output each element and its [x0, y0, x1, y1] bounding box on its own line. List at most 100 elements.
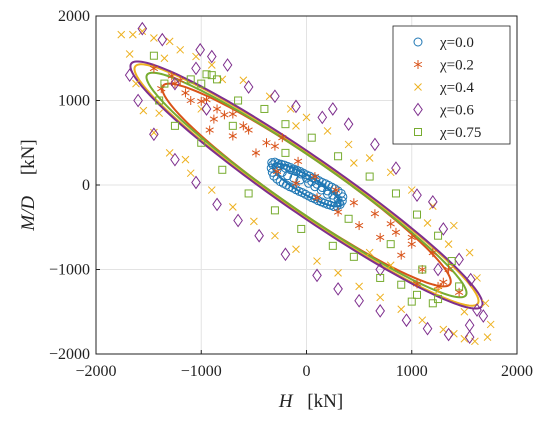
data-point [233, 213, 243, 228]
data-point [464, 330, 475, 344]
data-point [270, 89, 280, 104]
data-point [283, 171, 293, 181]
data-point [401, 313, 412, 328]
data-point [454, 287, 464, 297]
data-point [407, 186, 416, 194]
series-chi-0.0 [266, 157, 348, 212]
data-point [375, 304, 385, 318]
data-point [323, 127, 332, 135]
data-point [155, 109, 164, 118]
data-point [201, 102, 212, 116]
data-point [222, 58, 233, 72]
data-point [291, 178, 301, 188]
data-point [349, 252, 358, 261]
data-point [302, 113, 311, 122]
data-point [350, 159, 358, 167]
legend-marker [413, 102, 423, 117]
data-point [386, 240, 395, 249]
data-point [128, 30, 137, 39]
x-tick-label: −1000 [181, 363, 222, 380]
y-tick-label: −2000 [49, 346, 90, 363]
data-point [443, 327, 454, 342]
data-point [334, 152, 343, 161]
data-point [455, 282, 464, 291]
data-point [202, 70, 211, 79]
data-point [170, 152, 180, 167]
legend-label: χ=0.4 [439, 80, 474, 96]
data-point [444, 265, 453, 274]
data-point [334, 269, 342, 277]
data-point [244, 189, 253, 198]
data-point [418, 316, 427, 325]
data-point [391, 161, 401, 175]
series-chi-0.6 [124, 21, 489, 344]
legend-box [392, 25, 511, 145]
data-point [355, 282, 363, 291]
series-chi-0.75 [149, 51, 464, 308]
data-point [444, 240, 453, 249]
data-point [132, 79, 140, 88]
data-point [312, 193, 322, 203]
fit-curve-chi-0.75 [145, 71, 468, 299]
data-point [117, 30, 126, 39]
legend-marker [414, 128, 422, 136]
data-point [186, 169, 195, 178]
data-point [260, 104, 269, 113]
data-point [386, 219, 395, 229]
data-point [270, 206, 279, 215]
series-chi-0.4 [117, 27, 495, 346]
x-tick-label: 0 [303, 363, 311, 380]
data-point [447, 257, 456, 266]
legend-item-chi-0.6: χ=0.6 [413, 102, 474, 119]
data-point [270, 141, 280, 151]
data-point [209, 114, 219, 124]
data-point [234, 96, 243, 105]
data-point [197, 79, 206, 88]
data-point [212, 197, 222, 212]
data-point [349, 198, 359, 208]
data-point [439, 277, 448, 287]
data-point [376, 273, 385, 282]
data-point [272, 166, 282, 176]
y-tick-label: 2000 [58, 8, 90, 25]
y-tick-label: −1000 [49, 262, 90, 279]
data-point [333, 282, 343, 296]
legend-label: χ=0.6 [439, 103, 474, 119]
data-point [464, 318, 475, 333]
data-point [328, 241, 337, 250]
data-point [313, 257, 321, 265]
data-point [160, 79, 169, 88]
data-point [207, 186, 216, 194]
data-point [197, 138, 206, 147]
data-point [292, 245, 300, 254]
data-point [465, 272, 476, 287]
data-point [228, 109, 237, 119]
data-point [292, 121, 300, 130]
legend-item-chi-0.2: χ=0.2 [413, 58, 474, 74]
data-point [291, 166, 301, 176]
data-point [323, 189, 333, 199]
data-point [125, 50, 134, 58]
data-point [228, 121, 237, 130]
data-point [150, 128, 158, 137]
data-point [191, 61, 201, 76]
data-point [407, 239, 416, 249]
data-point [449, 221, 458, 230]
data-point [165, 149, 174, 157]
x-tick-label: 2000 [501, 363, 533, 380]
data-point [310, 172, 320, 182]
x-tick-label: −2000 [75, 363, 116, 380]
data-point [191, 175, 201, 190]
data-point [434, 286, 442, 295]
data-point [207, 71, 216, 80]
data-point [412, 188, 422, 203]
data-point [343, 117, 354, 132]
data-point [244, 125, 253, 135]
data-point [124, 68, 135, 83]
data-point [397, 280, 406, 289]
data-point [170, 121, 179, 130]
data-point [460, 334, 469, 343]
data-point [334, 198, 344, 208]
data-point [228, 131, 237, 141]
